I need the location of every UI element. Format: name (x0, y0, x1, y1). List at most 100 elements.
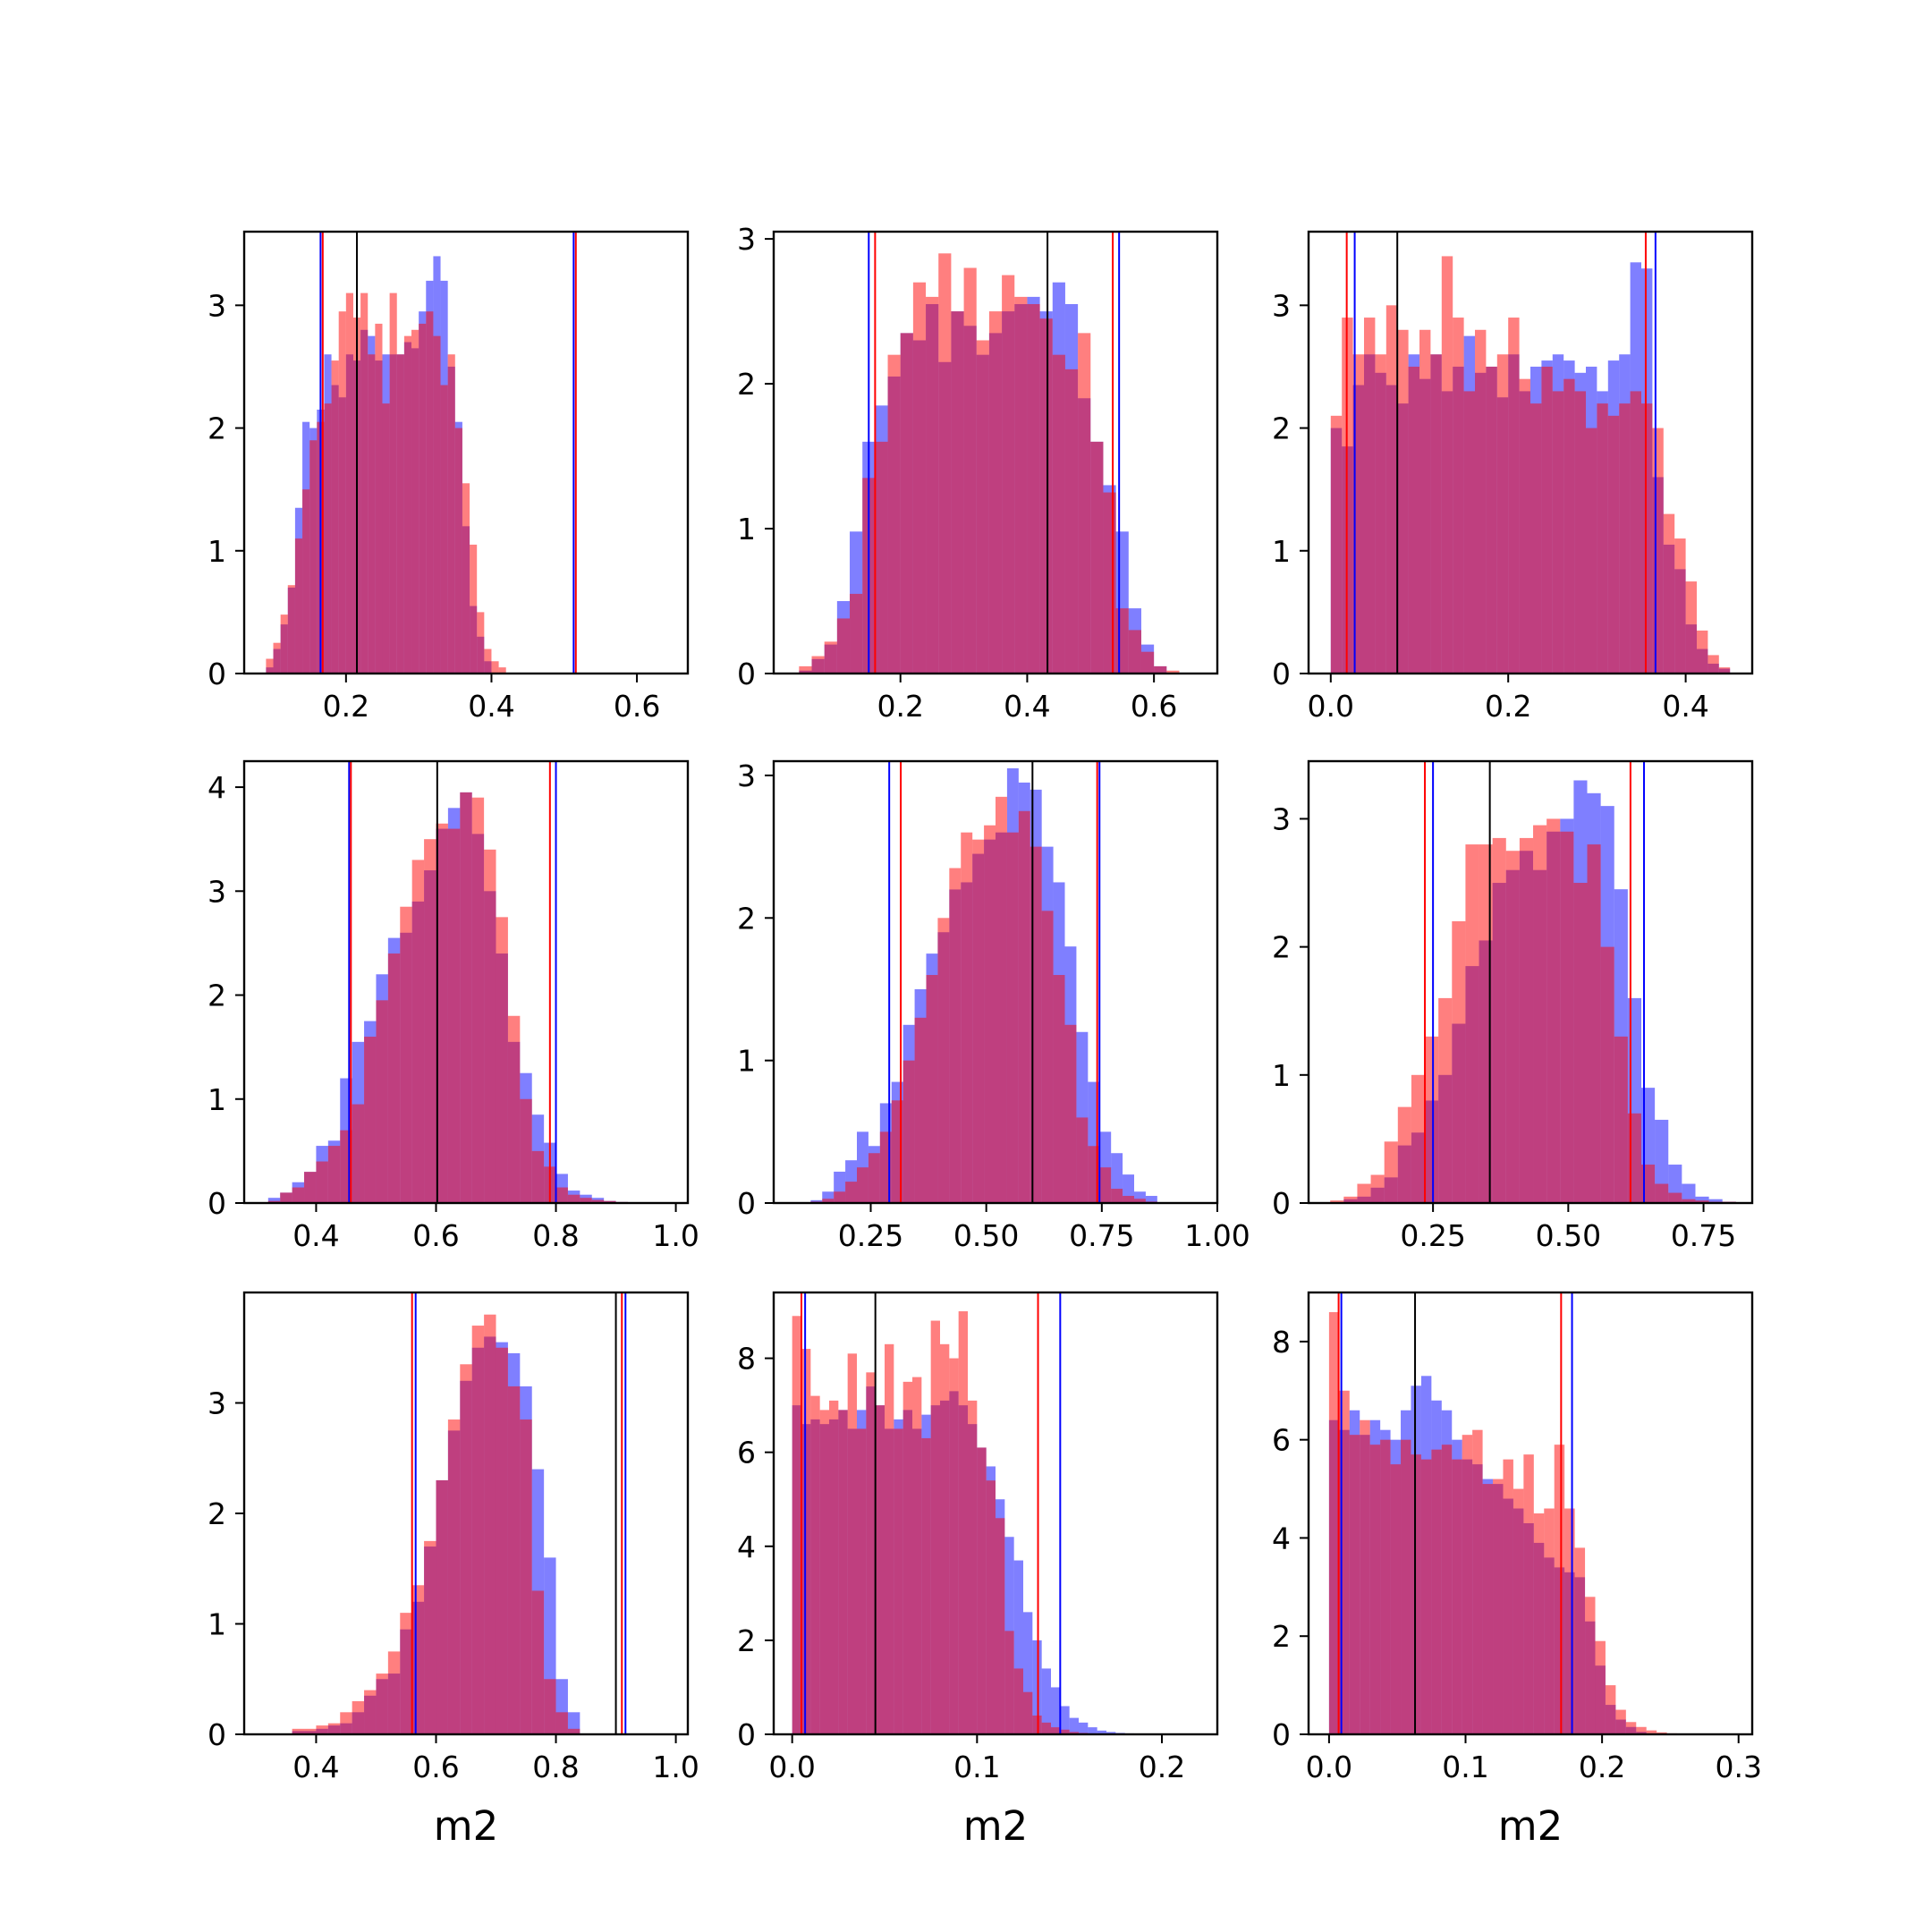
histogram-bar-red (1646, 1730, 1657, 1734)
histogram-bar-red (1360, 1419, 1370, 1734)
histogram-bar-red (1563, 378, 1575, 674)
y-tick-label: 8 (737, 1342, 756, 1377)
y-tick-label: 0 (737, 1717, 756, 1752)
y-tick-label: 3 (208, 1386, 226, 1421)
x-tick-label: 0.0 (768, 1750, 815, 1784)
histogram-bar-red (471, 797, 485, 1203)
histogram-bar-red (484, 1314, 496, 1734)
histogram-bar-red (544, 1679, 556, 1734)
histogram-bar-red (824, 641, 837, 674)
histogram-bar-red (316, 1161, 328, 1203)
histogram-bar-red (555, 1712, 568, 1734)
plot-area (799, 232, 1180, 674)
y-tick-label: 0 (737, 1186, 756, 1221)
histogram-bar-blue (1145, 1196, 1157, 1203)
histogram-bar-red (491, 661, 499, 674)
x-tick-label: 0.6 (1131, 689, 1177, 724)
histogram-bar-red (829, 1400, 839, 1734)
histogram-series-red (1328, 1311, 1678, 1734)
histogram-bar-red (937, 918, 950, 1203)
histogram-bar-red (1090, 441, 1104, 674)
histogram-bar-red (1519, 837, 1534, 1203)
histogram-bar-red (799, 665, 812, 674)
x-tick-label: 0.50 (953, 1218, 1019, 1253)
histogram-bar-red (894, 1428, 903, 1734)
histogram-bar-blue (1032, 1640, 1042, 1734)
histogram-bar-red (1641, 403, 1653, 674)
x-tick-label: 0.25 (1400, 1218, 1465, 1253)
histogram-bar-red (996, 1518, 1005, 1734)
histogram-bar-red (302, 489, 310, 674)
histogram-bar-red (1452, 920, 1466, 1203)
histogram-bar-red (1586, 428, 1597, 674)
subplot-3: 0.0 0.2 0.4 0 1 2 3 (1272, 230, 1754, 724)
histogram-bar-red (1013, 1668, 1023, 1734)
y-tick-label: 1 (1272, 534, 1291, 569)
x-tick-label: 0.4 (292, 1218, 339, 1253)
histogram-bar-red (1554, 1445, 1565, 1734)
histogram-bar-red (327, 1146, 341, 1203)
histogram-bar-blue (1051, 1687, 1061, 1734)
histogram-bar-blue (1060, 1706, 1070, 1734)
histogram-bar-red (822, 1199, 835, 1203)
histogram-bar-red (961, 832, 973, 1203)
y-tick-label: 1 (737, 1044, 756, 1079)
histogram-bar-red (1014, 296, 1028, 674)
x-tick-label: 0.75 (1671, 1218, 1736, 1253)
histogram-bar-red (930, 1320, 940, 1734)
histogram-bar-red (1615, 1709, 1626, 1734)
histogram-bar-red (1465, 844, 1479, 1203)
x-tick-label: 0.25 (838, 1218, 903, 1253)
histogram-bar-red (1674, 538, 1686, 674)
histogram-bar-red (984, 825, 996, 1203)
histogram-bar-red (1128, 630, 1141, 674)
histogram-bar-red (447, 1419, 461, 1734)
histogram-bar-red (1503, 1459, 1513, 1734)
histogram-bar-red (1605, 1685, 1616, 1734)
histogram-bar-red (419, 323, 427, 674)
histogram-bar-red (352, 1104, 365, 1203)
histogram-series-red (1330, 818, 1736, 1203)
histogram-bar-red (1438, 997, 1453, 1203)
axes-frame (1307, 230, 1754, 675)
x-tick-label: 0.4 (468, 689, 514, 724)
histogram-bar-red (1655, 1183, 1669, 1203)
y-tick-label: 2 (737, 367, 756, 402)
histogram-bar-red (389, 292, 397, 674)
histogram-bar-red (1408, 366, 1419, 674)
y-tick-label: 0 (208, 657, 226, 691)
histogram-bar-blue (267, 1198, 281, 1203)
histogram-bar-red (949, 1358, 959, 1734)
axes-frame (772, 759, 1219, 1205)
histogram-bar-red (580, 1198, 592, 1203)
x-tick-label: 0.2 (1579, 1750, 1625, 1784)
histogram-bar-red (1475, 329, 1487, 674)
histogram-bar-red (1134, 1199, 1146, 1203)
histogram-bar-red (1078, 333, 1091, 674)
histogram-bar-red (850, 593, 863, 674)
plot-area (266, 232, 577, 674)
subplot-1: 0.2 0.4 0.6 0 1 2 3 (208, 230, 690, 724)
histogram-bar-blue (810, 1199, 823, 1203)
histogram-bar-red (1505, 851, 1520, 1203)
histogram-bar-red (1573, 883, 1588, 1203)
histogram-bar-red (1574, 1547, 1586, 1734)
histogram-bar-red (1339, 1390, 1350, 1734)
subplot-9: 0.0 0.1 0.2 0.3 0 2 4 6 8 m2 (1272, 1291, 1762, 1850)
histogram-series-red (799, 253, 1180, 674)
histogram-bar-red (1018, 810, 1030, 1203)
histogram-bar-red (1718, 667, 1731, 674)
histogram-bar-red (1707, 655, 1719, 674)
histogram-bar-red (1585, 1597, 1596, 1734)
histogram-bar-red (1064, 369, 1079, 674)
x-tick-label: 0.8 (532, 1218, 579, 1253)
histogram-bar-red (845, 1182, 857, 1203)
histogram-bar-red (1027, 303, 1040, 674)
histogram-bar-red (1652, 428, 1664, 674)
histogram-bar-red (1051, 1727, 1061, 1734)
histogram-bar-red (304, 1728, 317, 1734)
x-tick-label: 0.0 (1306, 1750, 1352, 1784)
histogram-bar-red (1330, 1200, 1344, 1203)
plot-area (1330, 232, 1731, 674)
histogram-bar-red (1115, 608, 1129, 674)
